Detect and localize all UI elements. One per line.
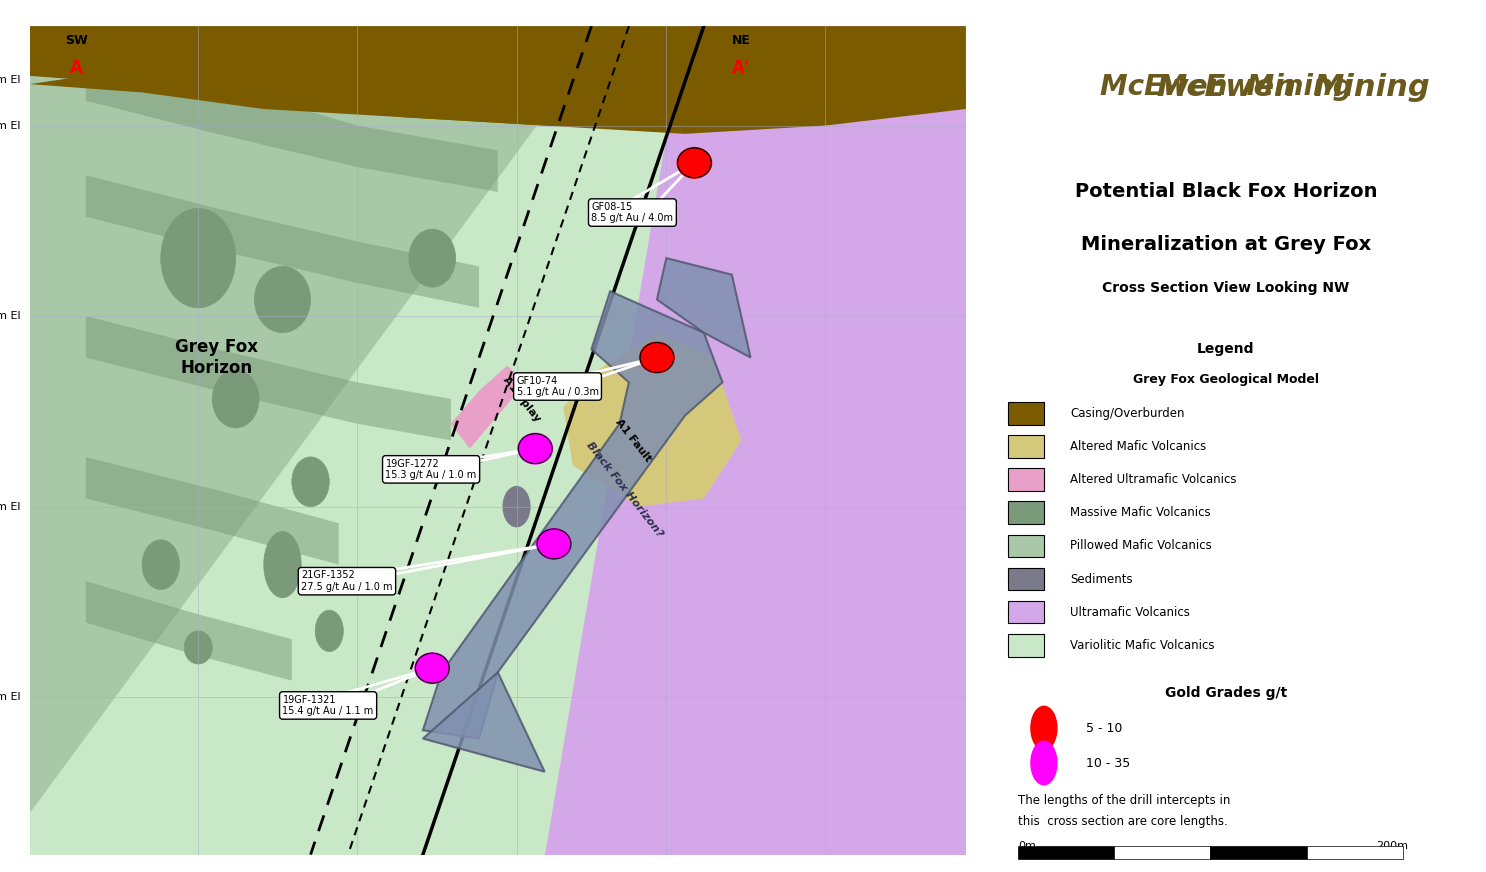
Ellipse shape <box>254 267 311 332</box>
Text: -400m El: -400m El <box>0 692 21 702</box>
Text: Gold Grades g/t: Gold Grades g/t <box>1165 686 1287 700</box>
FancyBboxPatch shape <box>1018 846 1114 859</box>
FancyBboxPatch shape <box>1114 846 1210 859</box>
Polygon shape <box>86 457 339 565</box>
Ellipse shape <box>502 486 531 528</box>
Circle shape <box>678 148 712 178</box>
Circle shape <box>536 529 571 559</box>
Text: -300m El: -300m El <box>0 501 21 512</box>
Text: The lengths of the drill intercepts in: The lengths of the drill intercepts in <box>1018 794 1230 807</box>
Ellipse shape <box>315 610 343 651</box>
Ellipse shape <box>409 229 456 287</box>
Text: Altered Mafic Volcanics: Altered Mafic Volcanics <box>1070 440 1207 453</box>
Polygon shape <box>86 582 291 680</box>
Polygon shape <box>424 672 545 772</box>
Circle shape <box>640 343 673 372</box>
Text: GF08-15
8.5 g/t Au / 4.0m: GF08-15 8.5 g/t Au / 4.0m <box>591 201 673 223</box>
Polygon shape <box>452 366 526 449</box>
Text: Grey Fox
Horizon: Grey Fox Horizon <box>175 338 259 377</box>
Polygon shape <box>30 68 966 134</box>
Text: Variolitic Mafic Volcanics: Variolitic Mafic Volcanics <box>1070 639 1214 651</box>
FancyBboxPatch shape <box>1306 846 1403 859</box>
Polygon shape <box>30 51 611 813</box>
Text: Massive Mafic Volcanics: Massive Mafic Volcanics <box>1070 507 1211 519</box>
Circle shape <box>1031 741 1057 785</box>
FancyBboxPatch shape <box>1008 535 1043 557</box>
Text: Ultramafic Volcanics: Ultramafic Volcanics <box>1070 606 1190 618</box>
Text: -100m El: -100m El <box>0 120 21 131</box>
FancyBboxPatch shape <box>1008 402 1043 425</box>
Polygon shape <box>30 26 966 855</box>
Text: NE: NE <box>731 34 750 47</box>
Text: Altered Ultramafic Volcanics: Altered Ultramafic Volcanics <box>1070 473 1236 486</box>
Ellipse shape <box>184 631 212 664</box>
Text: A1 Fault: A1 Fault <box>614 417 654 464</box>
Polygon shape <box>424 291 722 739</box>
Text: Casing/Overburden: Casing/Overburden <box>1070 407 1184 419</box>
Text: 5 - 10: 5 - 10 <box>1085 722 1122 734</box>
Text: Cross Section View Looking NW: Cross Section View Looking NW <box>1103 281 1349 295</box>
Text: 0m El: 0m El <box>0 75 21 85</box>
FancyBboxPatch shape <box>1008 568 1043 590</box>
Polygon shape <box>86 175 478 308</box>
FancyBboxPatch shape <box>1008 435 1043 458</box>
Text: Grey Fox Geological Model: Grey Fox Geological Model <box>1132 373 1320 385</box>
Ellipse shape <box>212 370 259 428</box>
Polygon shape <box>545 26 966 855</box>
FancyBboxPatch shape <box>1008 601 1043 623</box>
Text: Mining: Mining <box>1314 72 1430 102</box>
Text: Sediments: Sediments <box>1070 573 1132 585</box>
Ellipse shape <box>291 457 330 507</box>
Text: this  cross section are core lengths.: this cross section are core lengths. <box>1018 815 1227 828</box>
Text: Pillowed Mafic Volcanics: Pillowed Mafic Volcanics <box>1070 540 1211 552</box>
Ellipse shape <box>143 540 180 589</box>
Polygon shape <box>657 258 750 358</box>
Circle shape <box>1031 706 1057 750</box>
Text: 21GF-1352
27.5 g/t Au / 1.0 m: 21GF-1352 27.5 g/t Au / 1.0 m <box>302 570 392 592</box>
Text: Mineralization at Grey Fox: Mineralization at Grey Fox <box>1080 235 1372 254</box>
Text: McEwen  Mining: McEwen Mining <box>1100 73 1352 101</box>
Text: A: A <box>70 59 83 78</box>
Text: Legend: Legend <box>1198 342 1254 356</box>
Text: 0m: 0m <box>1018 841 1036 851</box>
Text: 10 - 35: 10 - 35 <box>1085 757 1129 769</box>
FancyBboxPatch shape <box>1008 501 1043 524</box>
Text: Black Fox Horizon?: Black Fox Horizon? <box>584 440 664 540</box>
Text: McEwen: McEwen <box>1156 72 1296 102</box>
Circle shape <box>519 433 553 464</box>
Text: 200m: 200m <box>1376 841 1407 851</box>
Text: 19GF-1321
15.4 g/t Au / 1.1 m: 19GF-1321 15.4 g/t Au / 1.1 m <box>282 695 374 716</box>
Polygon shape <box>563 333 742 507</box>
FancyBboxPatch shape <box>1008 468 1043 491</box>
FancyBboxPatch shape <box>1210 846 1306 859</box>
Text: Potential Black Fox Horizon: Potential Black Fox Horizon <box>1074 182 1378 201</box>
Polygon shape <box>86 51 498 192</box>
Text: A': A' <box>733 59 750 78</box>
FancyBboxPatch shape <box>1008 634 1043 657</box>
Circle shape <box>416 653 449 683</box>
Text: 19GF-1272
15.3 g/t Au / 1.0 m: 19GF-1272 15.3 g/t Au / 1.0 m <box>385 459 477 480</box>
Ellipse shape <box>160 208 236 308</box>
Text: SW: SW <box>65 34 88 47</box>
Text: A1 Splay: A1 Splay <box>501 374 542 424</box>
Polygon shape <box>86 316 452 440</box>
Text: -200m El: -200m El <box>0 311 21 321</box>
Ellipse shape <box>265 531 302 598</box>
Polygon shape <box>30 26 611 813</box>
Text: GF10-74
5.1 g/t Au / 0.3m: GF10-74 5.1 g/t Au / 0.3m <box>517 376 599 398</box>
Polygon shape <box>30 26 966 855</box>
Polygon shape <box>30 26 966 126</box>
